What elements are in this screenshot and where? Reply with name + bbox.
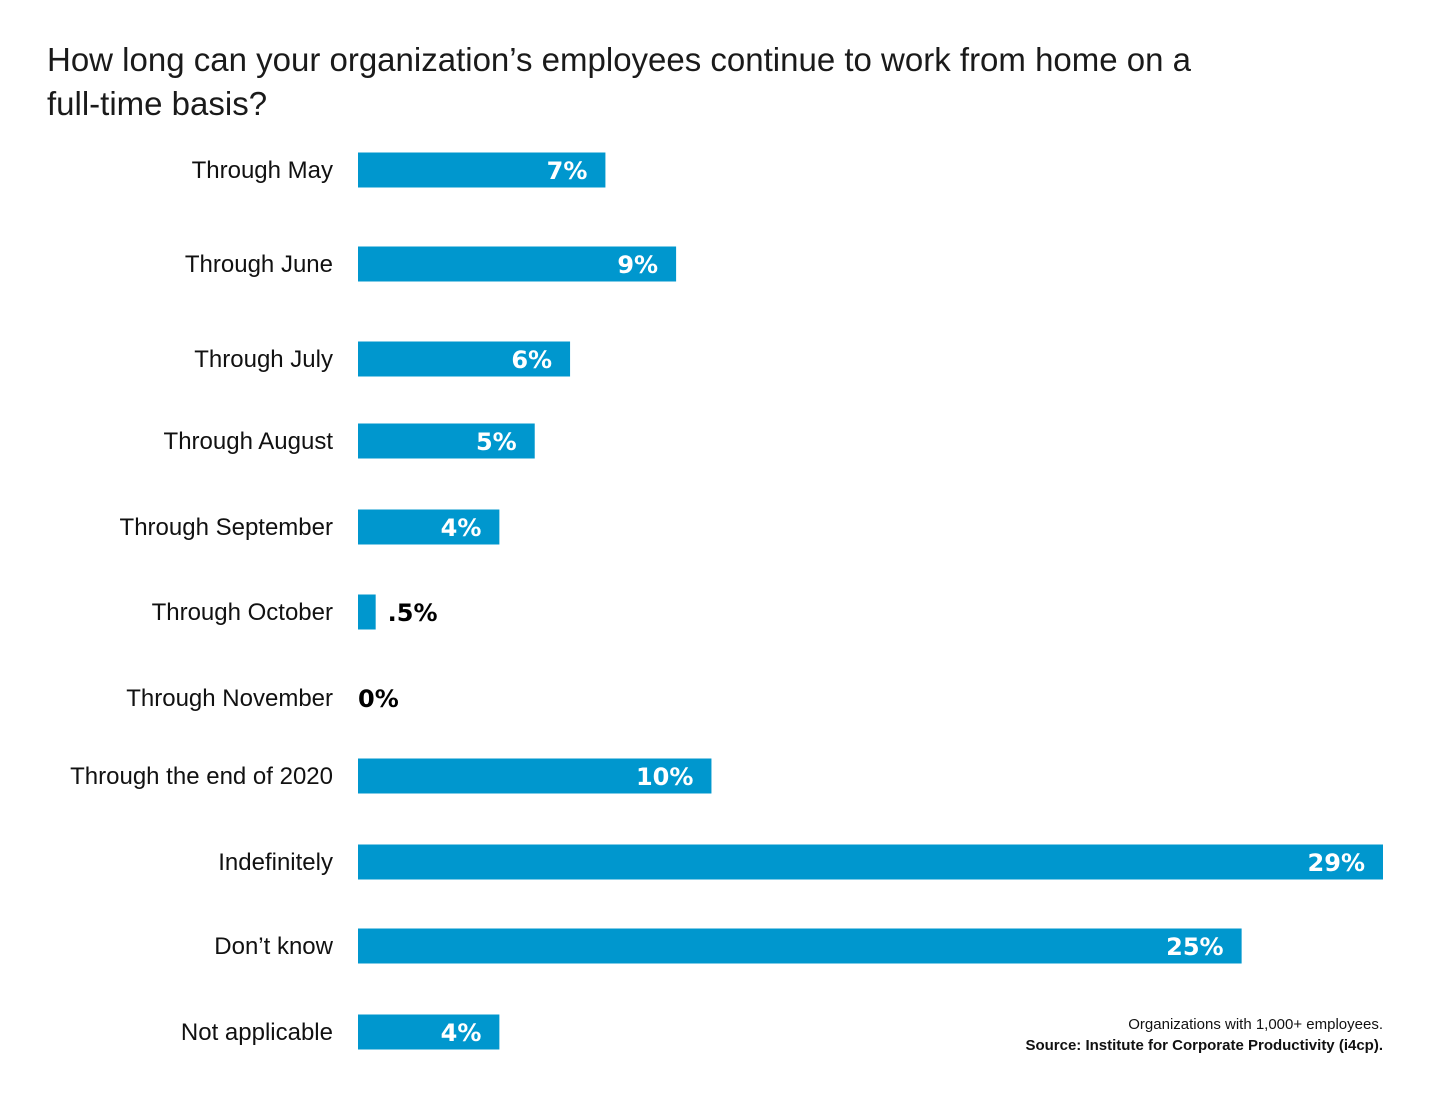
category-label: Indefinitely [218, 849, 333, 876]
bar [358, 509, 500, 545]
value-label: 9% [617, 251, 658, 279]
footnote: Organizations with 1,000+ employees. Sou… [1025, 1014, 1383, 1056]
chart-title: How long can your organization’s employe… [47, 41, 1192, 122]
value-label: .5% [388, 599, 438, 627]
category-label: Not applicable [181, 1019, 333, 1046]
bar [358, 844, 1383, 880]
value-label: 4% [441, 514, 482, 542]
footnote-note: Organizations with 1,000+ employees. [1128, 1016, 1383, 1033]
value-label: 4% [441, 1019, 482, 1047]
category-label: Through August [164, 428, 334, 455]
bar [358, 246, 677, 282]
category-label: Through June [185, 251, 333, 278]
value-label: 10% [636, 763, 693, 791]
value-label: 7% [547, 157, 588, 185]
footnote-source: Source: Institute for Corporate Producti… [1025, 1037, 1383, 1054]
value-label: 6% [511, 346, 552, 374]
bar [358, 758, 712, 794]
value-label: 25% [1166, 933, 1223, 961]
bar [358, 341, 571, 377]
bar [358, 594, 376, 630]
category-label: Through September [120, 514, 333, 541]
bar [358, 152, 606, 188]
category-label: Through July [194, 346, 333, 373]
category-label: Don’t know [214, 933, 333, 960]
bar [358, 928, 1242, 964]
category-label: Through October [152, 599, 333, 626]
bar [358, 423, 535, 459]
value-label: 29% [1308, 849, 1365, 877]
category-label: Through the end of 2020 [70, 763, 333, 790]
bar [358, 1014, 500, 1050]
category-label: Through November [126, 685, 333, 712]
bars-group: Through May 7% Through June 9% Through July 6… [70, 152, 1383, 1050]
category-label: Through May [192, 157, 333, 184]
value-label: 0% [358, 685, 399, 713]
value-label: 5% [476, 428, 517, 456]
